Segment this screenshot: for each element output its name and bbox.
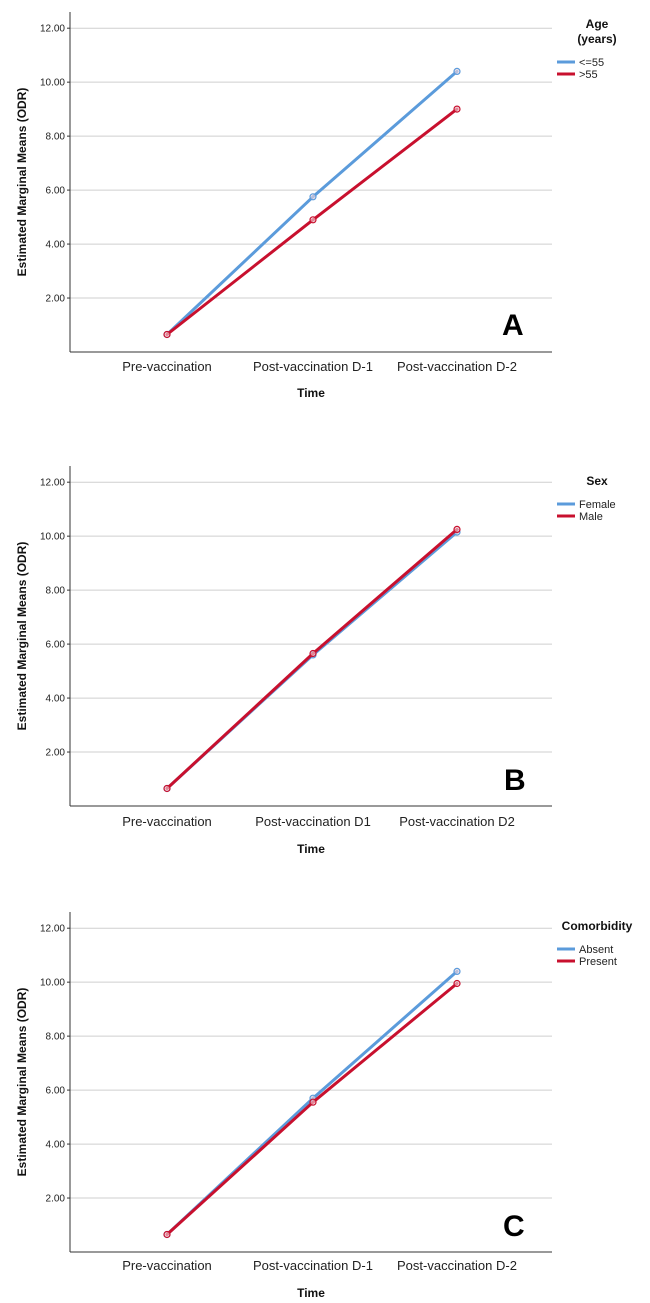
data-point [453, 979, 461, 988]
series-line-2 [165, 527, 459, 790]
y-tick-label: 2.00 [46, 748, 66, 759]
x-tick-label: Pre-vaccination [122, 359, 212, 374]
y-tick-label: 10.00 [40, 978, 65, 989]
legend-label: >55 [579, 69, 598, 81]
y-tick-label: 4.00 [46, 240, 66, 251]
y-tick-label: 8.00 [46, 1032, 66, 1043]
y-tick-label: 6.00 [46, 186, 66, 197]
y-tick-label: 4.00 [46, 1140, 66, 1151]
data-point [163, 1230, 171, 1239]
data-point [453, 67, 461, 76]
data-point [453, 967, 461, 976]
panel-label: C [503, 1210, 525, 1243]
x-tick-label: Pre-vaccination [122, 814, 212, 829]
y-tick-label: 8.00 [46, 132, 66, 143]
data-point [163, 784, 171, 793]
data-point [453, 105, 461, 113]
x-tick-label: Post-vaccination D-1 [253, 1258, 373, 1273]
y-tick-label: 10.00 [40, 532, 65, 543]
data-point [309, 216, 317, 224]
x-tick-label: Post-vaccination D-2 [397, 359, 517, 374]
panel-label: A [502, 309, 524, 342]
y-tick-label: 12.00 [40, 478, 65, 489]
series-line-1 [165, 69, 459, 336]
legend-title: Sex [586, 474, 608, 488]
data-point [309, 1098, 317, 1106]
y-tick-label: 8.00 [46, 586, 66, 597]
data-point [309, 193, 317, 201]
data-point [309, 649, 317, 658]
data-point [453, 525, 461, 534]
x-axis-title: Time [297, 1286, 325, 1300]
y-axis-title: Estimated Marginal Means (ODR) [15, 988, 29, 1177]
y-tick-label: 2.00 [46, 294, 66, 305]
legend-label: Male [579, 511, 603, 523]
x-tick-label: Post-vaccination D1 [255, 814, 371, 829]
y-tick-label: 2.00 [46, 1194, 66, 1205]
legend-label: Female [579, 499, 616, 511]
y-axis-title: Estimated Marginal Means (ODR) [15, 542, 29, 731]
y-tick-label: 6.00 [46, 640, 66, 651]
x-tick-label: Post-vaccination D-2 [397, 1258, 517, 1273]
legend-label: <=55 [579, 57, 604, 69]
x-tick-label: Pre-vaccination [122, 1258, 212, 1273]
x-tick-label: Post-vaccination D-1 [253, 359, 373, 374]
y-tick-label: 4.00 [46, 694, 66, 705]
x-axis-title: Time [297, 842, 325, 856]
legend-title: Age [586, 17, 609, 31]
y-tick-label: 12.00 [40, 924, 65, 935]
legend-title: Comorbidity [562, 919, 633, 933]
data-point [163, 330, 171, 339]
legend-title: (years) [577, 32, 616, 46]
y-tick-label: 6.00 [46, 1086, 66, 1097]
x-axis-title: Time [297, 386, 325, 400]
y-tick-label: 12.00 [40, 24, 65, 35]
legend-label: Present [579, 956, 617, 968]
panel-label: B [504, 764, 526, 797]
y-tick-label: 10.00 [40, 78, 65, 89]
legend-label: Absent [579, 944, 613, 956]
y-axis-title: Estimated Marginal Means (ODR) [15, 88, 29, 277]
x-tick-label: Post-vaccination D2 [399, 814, 515, 829]
series-line-2 [165, 982, 459, 1236]
